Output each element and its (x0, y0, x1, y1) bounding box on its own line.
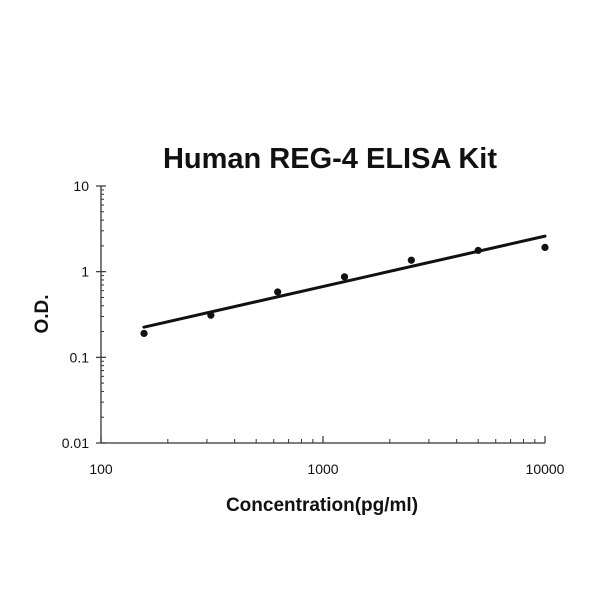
x-tick-label: 10000 (526, 461, 565, 477)
y-tick-label: 0.01 (62, 435, 89, 451)
data-point (207, 311, 215, 319)
data-point (340, 273, 349, 281)
data-point (274, 288, 282, 296)
data-point (541, 243, 549, 251)
chart-title: Human REG-4 ELISA Kit (163, 143, 497, 175)
fit-line (142, 234, 547, 329)
y-tick-label: 0.1 (70, 349, 90, 365)
fit-line-group (142, 234, 547, 329)
y-axis-label: O.D. (32, 294, 53, 333)
x-axis-label: Concentration(pg/ml) (226, 495, 418, 516)
y-tick-label: 10 (73, 178, 89, 194)
data-point (407, 256, 415, 264)
data-point (140, 329, 148, 338)
data-points (140, 243, 549, 338)
data-point (474, 246, 482, 255)
x-tick-label: 100 (89, 461, 113, 477)
y-tick-label: 1 (81, 264, 89, 280)
x-tick-label: 1000 (307, 461, 338, 477)
